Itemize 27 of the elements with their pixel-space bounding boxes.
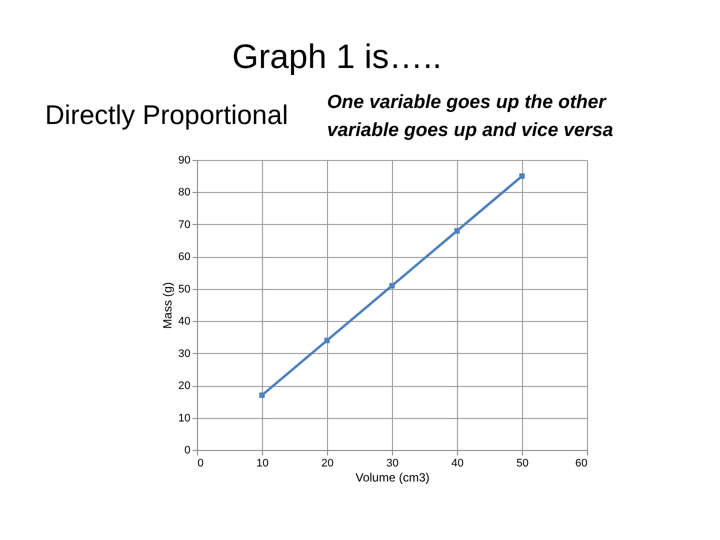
x-tick-label: 40 bbox=[451, 458, 464, 470]
y-tick-label: 30 bbox=[178, 348, 190, 360]
point bbox=[324, 338, 330, 344]
point bbox=[389, 282, 395, 288]
x-tick-label: 10 bbox=[256, 458, 269, 470]
point bbox=[519, 173, 525, 179]
y-tick-label: 40 bbox=[178, 316, 190, 328]
point bbox=[259, 392, 265, 398]
y-tick-label: 90 bbox=[178, 154, 190, 166]
y-tick-label: 50 bbox=[178, 283, 190, 296]
chart-subtitle: Directly Proportional bbox=[45, 100, 288, 130]
y-tick-label: 0 bbox=[184, 444, 190, 456]
y-tick-label: 10 bbox=[178, 412, 190, 424]
x-tick-label: 50 bbox=[516, 458, 529, 470]
text: One variable goes up the other variable goes up and vice versa bbox=[327, 92, 614, 141]
y-tick-label: 80 bbox=[178, 186, 190, 199]
y-axis-title: Mass (g) bbox=[160, 282, 174, 329]
x-tick-label: 60 bbox=[575, 458, 588, 470]
y-tick-label: 70 bbox=[178, 218, 190, 231]
point bbox=[454, 228, 460, 234]
y-tick-label: 60 bbox=[178, 251, 190, 264]
y-tick-label: 20 bbox=[178, 380, 190, 392]
chart-title: Graph 1 is….. bbox=[232, 38, 442, 76]
x-tick-label: 20 bbox=[321, 458, 334, 470]
x-tick-label: 30 bbox=[386, 458, 399, 470]
x-axis-title: Volume (cm3) bbox=[355, 470, 430, 484]
x-tick-label: 0 bbox=[198, 458, 204, 470]
